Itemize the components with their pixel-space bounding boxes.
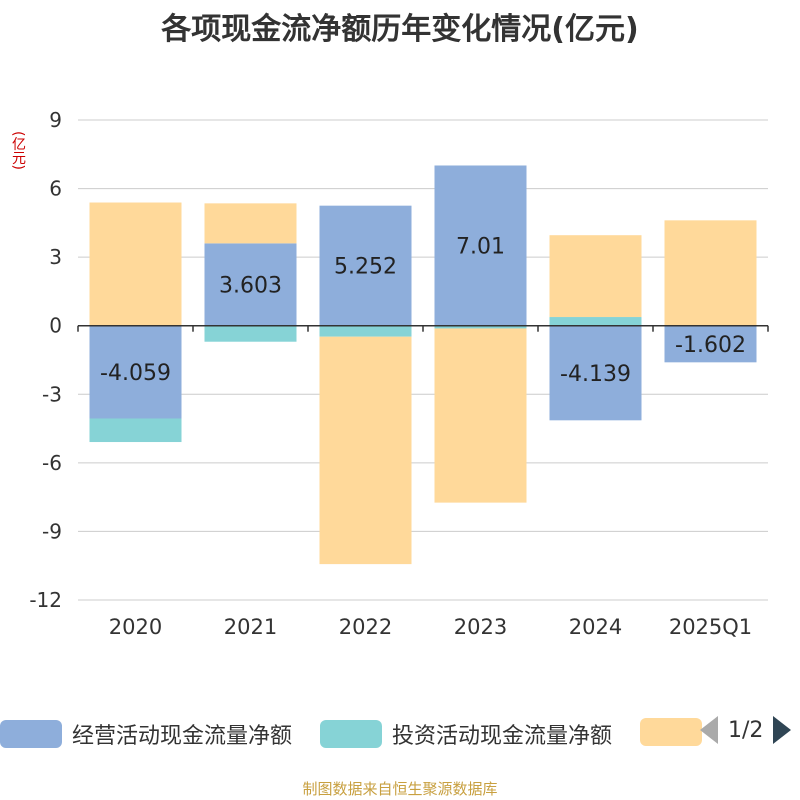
legend-label-operating: 经营活动现金流量净额 <box>72 724 293 749</box>
bar-series2-2021 <box>204 203 297 244</box>
data-label-2022: 5.252 <box>334 255 397 280</box>
legend: 经营活动现金流量净额 投资活动现金流量净额 1/2 <box>0 714 800 754</box>
bar-series0-2021 <box>204 243 297 326</box>
legend-page-indicator: 1/2 <box>728 717 764 743</box>
legend-item-investing[interactable]: 投资活动现金流量净额 <box>320 718 612 750</box>
legend-label-investing: 投资活动现金流量净额 <box>392 724 613 749</box>
bar-series2-2020 <box>89 202 182 326</box>
legend-pager: 1/2 <box>700 716 792 744</box>
bar-series1-2022 <box>319 325 412 337</box>
bar-series1-2021 <box>204 325 297 342</box>
data-label-2024: -4.139 <box>560 362 631 387</box>
y-tick-label: 0 <box>49 314 62 338</box>
x-tick-label: 2021 <box>224 615 277 639</box>
bar-series2-2024 <box>549 235 642 318</box>
data-source: 制图数据来自恒生聚源数据库 <box>302 780 498 798</box>
chart-title: 各项现金流净额历年变化情况(亿元) <box>161 12 639 47</box>
bar-series0-2024 <box>549 325 642 421</box>
y-tick-label: -6 <box>42 451 62 475</box>
x-tick-label: 2020 <box>109 615 162 639</box>
data-label-2023: 7.01 <box>456 235 505 260</box>
legend-item-operating[interactable]: 经营活动现金流量净额 <box>0 718 292 750</box>
bar-series1-2024 <box>549 317 642 326</box>
legend-prev-icon[interactable] <box>700 716 718 744</box>
legend-next-icon[interactable] <box>773 716 792 744</box>
bar-series2-2025Q1 <box>664 220 757 326</box>
x-tick-label: 2022 <box>339 615 392 639</box>
y-tick-label: -9 <box>42 519 62 543</box>
bar-series1-2023 <box>434 325 527 329</box>
data-label-2020: -4.059 <box>100 361 171 386</box>
y-tick-label: -12 <box>29 588 62 612</box>
y-tick-label: 9 <box>49 108 62 132</box>
legend-swatch-third <box>640 718 702 746</box>
data-label-2025Q1: -1.602 <box>675 333 746 358</box>
bar-series0-2023 <box>434 165 527 326</box>
y-axis-unit: (亿元) <box>10 130 26 170</box>
legend-swatch-investing <box>320 720 382 748</box>
y-tick-label: 6 <box>49 177 62 201</box>
bar-series2-2022 <box>319 336 412 565</box>
y-tick-label: -3 <box>42 382 62 406</box>
y-tick-label: 3 <box>49 245 62 269</box>
bar-series2-2023 <box>434 328 527 503</box>
bar-series0-2020 <box>89 325 182 419</box>
x-tick-label: 2025Q1 <box>669 615 752 639</box>
bar-series0-2022 <box>319 205 412 326</box>
x-tick-label: 2024 <box>569 615 622 639</box>
legend-swatch-operating <box>0 720 62 748</box>
x-tick-label: 2023 <box>454 615 507 639</box>
bar-series1-2020 <box>89 418 182 443</box>
legend-item-third[interactable] <box>640 718 712 746</box>
bar-series0-2025Q1 <box>664 325 757 363</box>
data-label-2021: 3.603 <box>219 274 282 299</box>
bar-chart: 9 6 3 0 -3 -6 -9 -12 -4.059 3.603 5.252 7.01 -4.139 -… <box>29 108 769 639</box>
